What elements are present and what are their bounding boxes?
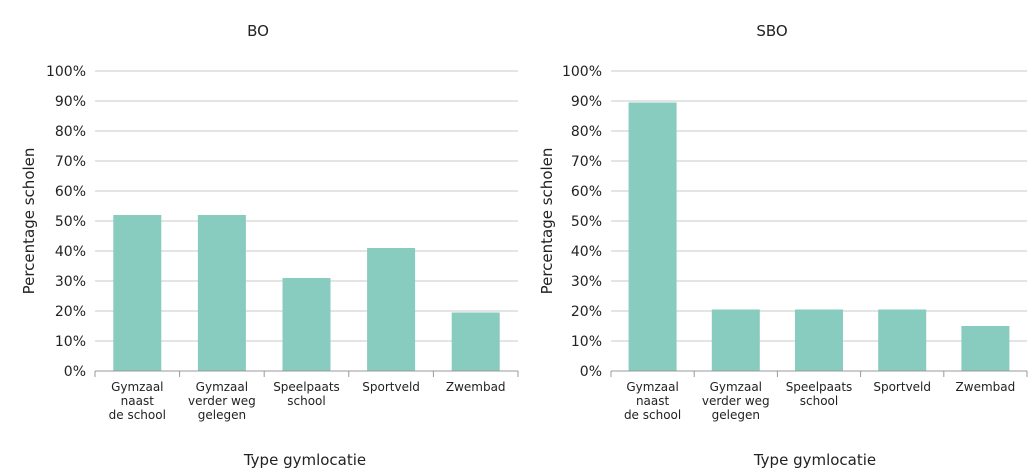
bar [711, 309, 760, 371]
y-tick-label: 20% [571, 304, 602, 320]
y-tick-label: 0% [580, 364, 602, 380]
y-tick-label: 70% [55, 154, 86, 170]
y-tick-label: 90% [55, 94, 86, 110]
x-tick-label: Zwembad [956, 380, 1016, 394]
x-tick-label: Speelpaats school [786, 380, 853, 408]
y-tick-label: 100% [562, 64, 602, 80]
y-tick-label: 60% [55, 184, 86, 200]
chart-title: SBO [756, 22, 787, 40]
chart-title: BO [247, 22, 269, 40]
y-tick-label: 30% [571, 274, 602, 290]
x-tick-label: Speelpaats school [273, 380, 340, 408]
x-tick-label: Gymzaal verder weg gelegen [188, 380, 256, 422]
y-tick-label: 10% [55, 334, 86, 350]
y-tick-label: 30% [55, 274, 86, 290]
x-tick-label: Zwembad [446, 380, 506, 394]
y-tick-label: 40% [55, 244, 86, 260]
y-tick-label: 80% [55, 124, 86, 140]
y-tick-label: 50% [55, 214, 86, 230]
y-tick-label: 80% [571, 124, 602, 140]
y-axis-label: Percentage scholen [538, 148, 556, 295]
bar [878, 309, 927, 371]
bar [367, 248, 416, 371]
bar [113, 215, 162, 371]
y-tick-label: 70% [571, 154, 602, 170]
y-tick-label: 60% [571, 184, 602, 200]
x-axis-label: Type gymlocatie [753, 451, 876, 468]
y-tick-label: 90% [571, 94, 602, 110]
bar [451, 312, 500, 371]
bar [282, 278, 331, 371]
y-tick-label: 0% [64, 364, 86, 380]
x-tick-label: Gymzaal naast de school [624, 380, 681, 422]
y-tick-label: 50% [571, 214, 602, 230]
bar [628, 102, 677, 371]
bar [961, 326, 1010, 371]
x-tick-label: Gymzaal naast de school [109, 380, 166, 422]
x-tick-label: Gymzaal verder weg gelegen [702, 380, 770, 422]
x-tick-label: Sportveld [362, 380, 420, 394]
y-tick-label: 20% [55, 304, 86, 320]
bar [197, 215, 246, 371]
chart-panel-sbo: SBO Percentage scholen Type gymlocatie 0… [538, 22, 1028, 468]
x-axis-label: Type gymlocatie [243, 451, 366, 468]
chart-panel-bo: BO Percentage scholen Type gymlocatie 0%… [20, 22, 519, 468]
y-tick-label: 100% [46, 64, 86, 80]
y-tick-label: 10% [571, 334, 602, 350]
y-axis-label: Percentage scholen [20, 148, 38, 295]
x-tick-label: Sportveld [873, 380, 931, 394]
y-tick-label: 40% [571, 244, 602, 260]
bar [795, 309, 843, 371]
